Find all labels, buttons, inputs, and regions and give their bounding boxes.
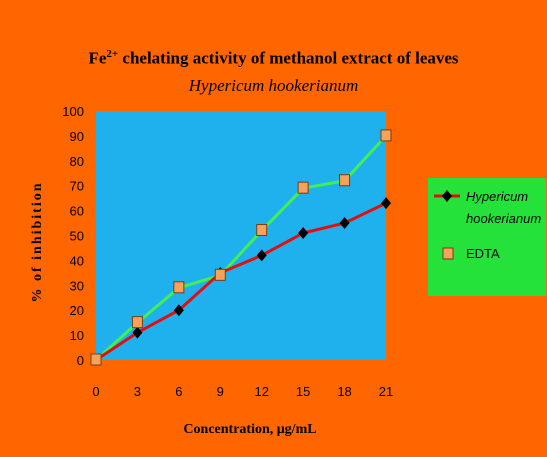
y-axis-label: % of inhibition — [30, 181, 45, 303]
legend-label-hypericum-line1: Hypericum — [466, 189, 528, 204]
marker-hypericum — [132, 326, 143, 339]
y-tick-label: 30 — [70, 278, 84, 293]
series-line-hypericum — [95, 201, 387, 362]
y-tick-label: 40 — [70, 253, 84, 268]
y-tick-label: 70 — [70, 179, 84, 194]
x-tick-label: 6 — [175, 384, 182, 399]
marker-edta — [339, 174, 351, 187]
chart-title: Fe2+ chelating activity of methanol extr… — [0, 48, 547, 69]
marker-edta — [173, 281, 185, 294]
marker-hypericum — [256, 249, 267, 262]
marker-edta — [131, 316, 143, 329]
marker-edta — [90, 353, 102, 366]
x-tick-label: 21 — [379, 384, 393, 399]
legend-marker-edta — [442, 247, 454, 260]
legend-label-hypericum-line2: hookerianum — [466, 211, 541, 226]
x-tick-label: 12 — [254, 384, 268, 399]
y-axis: 0 10 20 30 40 50 60 70 80 90 100 — [62, 104, 84, 368]
x-axis-label: Concentration, μg/mL — [183, 422, 317, 437]
x-tick-label: 15 — [296, 384, 310, 399]
y-tick-label: 20 — [70, 303, 84, 318]
x-tick-label: 0 — [92, 384, 99, 399]
x-axis: 0 3 6 9 12 15 18 21 — [92, 384, 393, 399]
chart-subtitle: Hypericum hookerianum — [188, 76, 359, 95]
marker-edta — [256, 224, 268, 237]
y-tick-label: 90 — [70, 129, 84, 144]
y-tick-label: 0 — [77, 353, 84, 368]
series-line-edta — [94, 134, 388, 362]
marker-hypericum — [298, 227, 309, 240]
y-tick-label: 50 — [70, 229, 84, 244]
x-tick-label: 18 — [337, 384, 351, 399]
marker-edta — [297, 181, 309, 194]
marker-hypericum — [381, 197, 391, 210]
marker-edta — [214, 268, 226, 281]
y-tick-label: 60 — [70, 204, 84, 219]
marker-edta — [380, 129, 392, 142]
legend-marker-hypericum — [442, 190, 452, 202]
x-tick-label: 9 — [217, 384, 224, 399]
y-tick-label: 80 — [70, 154, 84, 169]
chart-title-superscript: 2+ — [106, 48, 119, 60]
y-tick-label: 100 — [62, 104, 84, 119]
legend: Hypericum hookerianum EDTA — [428, 178, 546, 296]
chart-title-rest: chelating activity of methanol extract o… — [118, 48, 459, 68]
marker-hypericum — [339, 217, 350, 230]
y-tick-label: 10 — [70, 328, 84, 343]
legend-label-edta: EDTA — [466, 246, 500, 261]
x-tick-label: 3 — [134, 384, 141, 399]
marker-hypericum — [173, 304, 184, 317]
chart-title-prefix: Fe — [88, 48, 107, 68]
series-layer — [90, 129, 392, 366]
